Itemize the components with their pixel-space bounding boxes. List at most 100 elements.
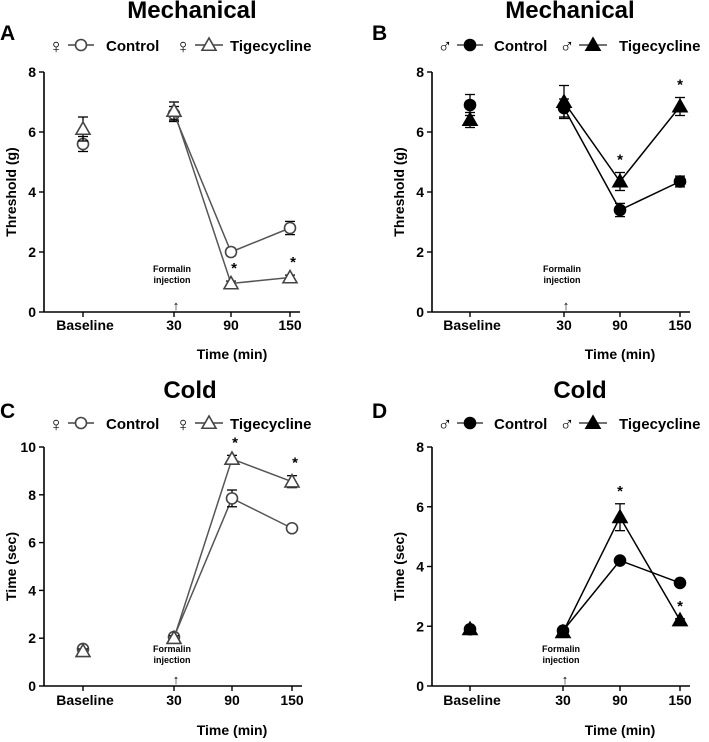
series-line: [562, 515, 681, 633]
data-point-triangle: [281, 268, 299, 284]
chart-title: Cold: [163, 377, 216, 404]
y-tick-label: 4: [416, 184, 424, 200]
significance-star: *: [617, 152, 623, 169]
chart-title: Cold: [553, 377, 606, 404]
data-point-circle: [283, 221, 297, 235]
data-point-circle: [673, 175, 687, 188]
legend-circle-marker: [463, 416, 477, 430]
data-point-circle: [224, 245, 238, 259]
annotation-arrow-icon: ↑: [173, 298, 180, 313]
annotation-formalin: Formalin: [543, 264, 581, 274]
y-tick-label: 2: [28, 244, 36, 260]
y-axis-label: Time (sec): [3, 532, 19, 601]
x-tick-label: 150: [668, 692, 692, 708]
y-tick-label: 6: [28, 535, 36, 551]
chart-panel-b: B Mechanical ♂ Control ♂ Tigecycline 0 2 4 6 8 Base…: [372, 0, 700, 362]
y-tick-label: 8: [28, 64, 36, 80]
sex-symbol-icon: ♂: [560, 414, 575, 436]
x-tick-label: 90: [612, 317, 628, 333]
panel-label: B: [372, 22, 387, 45]
x-tick-label: Baseline: [56, 317, 114, 333]
panel-label: A: [0, 22, 15, 45]
y-tick-label: 8: [416, 64, 424, 80]
y-tick-label: 6: [416, 124, 424, 140]
x-tick-label: 150: [280, 692, 304, 708]
data-point-triangle: [554, 623, 572, 639]
x-tick-label: 30: [556, 317, 572, 333]
x-tick-label: Baseline: [443, 317, 501, 333]
chart-panel-a: A Mechanical ♀ Control ♀ Tigecycline 0 2 4 6 8 Base…: [0, 0, 311, 362]
panel-label: C: [0, 400, 15, 423]
data-point-triangle: [671, 97, 689, 113]
y-axis-label: Time (sec): [391, 532, 407, 601]
chart-panel-c: C Cold ♀ Control ♀ Tigecycline 0 2 4 6 8 10 Baseline…: [0, 377, 311, 738]
legend-entry-tigecycline: Tigecycline: [230, 416, 311, 433]
series-tigecycline: [461, 503, 689, 639]
legend-entry-tigecycline: Tigecycline: [230, 38, 311, 55]
data-point-triangle: [461, 620, 479, 636]
y-tick-label: 0: [28, 678, 36, 694]
data-point-triangle: [223, 450, 241, 466]
y-axis-label: Threshold (g): [391, 147, 407, 236]
x-axis-label: Time (min): [197, 346, 268, 362]
y-tick-label: 8: [416, 439, 424, 455]
panel-label: D: [372, 400, 387, 423]
data-point-triangle: [611, 508, 629, 524]
series-control: [76, 489, 299, 656]
legend-entry-control: Control: [494, 38, 547, 55]
x-tick-label: 150: [668, 317, 692, 333]
legend-circle-marker: [463, 38, 477, 52]
data-point-triangle: [461, 111, 479, 127]
legend-circle-marker: [74, 38, 88, 52]
sex-symbol-icon: ♂: [438, 36, 453, 58]
data-point-triangle: [283, 473, 301, 488]
x-axis-label: Time (min): [585, 346, 656, 362]
significance-star: *: [290, 254, 296, 271]
x-tick-label: 90: [612, 692, 628, 708]
series-tigecycline: [74, 450, 301, 658]
sex-symbol-icon: ♀: [176, 414, 191, 436]
sex-symbol-icon: ♀: [49, 36, 64, 58]
significance-star: *: [231, 260, 237, 277]
legend-entry-tigecycline: Tigecycline: [619, 416, 700, 433]
x-tick-label: 150: [278, 317, 302, 333]
x-tick-label: Baseline: [56, 692, 114, 708]
data-point-triangle: [222, 274, 240, 290]
y-tick-label: 2: [416, 244, 424, 260]
data-point-circle: [225, 492, 239, 505]
annotation-formalin: Formalin: [542, 644, 580, 654]
data-point-triangle: [74, 642, 92, 658]
x-axis-label: Time (min): [585, 722, 656, 738]
annotation-arrow-icon: ↑: [563, 298, 570, 313]
significance-star: *: [232, 434, 238, 451]
data-point-triangle: [611, 172, 629, 188]
significance-star: *: [677, 598, 683, 615]
series-line: [173, 497, 293, 638]
data-point-triangle: [555, 93, 573, 109]
legend-entry-control: Control: [106, 416, 159, 433]
y-tick-label: 6: [28, 124, 36, 140]
series-tigecycline: [74, 101, 299, 290]
annotation-injection: injection: [153, 275, 190, 285]
series-line: [173, 457, 293, 639]
x-tick-label: 30: [166, 317, 182, 333]
legend-triangle-marker: [200, 36, 218, 52]
data-point-triangle: [165, 102, 183, 118]
x-tick-label: Baseline: [443, 692, 501, 708]
y-tick-label: 4: [28, 582, 36, 598]
sex-symbol-icon: ♂: [438, 414, 453, 436]
annotation-formalin: Formalin: [153, 644, 191, 654]
y-tick-label: 0: [416, 678, 424, 694]
series-control: [76, 105, 297, 259]
x-axis-label: Time (min): [197, 722, 268, 738]
data-point-circle: [463, 98, 477, 112]
legend-entry-tigecycline: Tigecycline: [619, 38, 700, 55]
series-control: [463, 93, 687, 218]
data-point-triangle: [165, 629, 183, 645]
annotation-injection: injection: [153, 655, 190, 665]
annotation-arrow-icon: ↑: [173, 672, 180, 687]
chart-title: Mechanical: [505, 0, 634, 24]
y-tick-label: 0: [28, 304, 36, 320]
annotation-arrow-icon: ↑: [562, 672, 569, 687]
